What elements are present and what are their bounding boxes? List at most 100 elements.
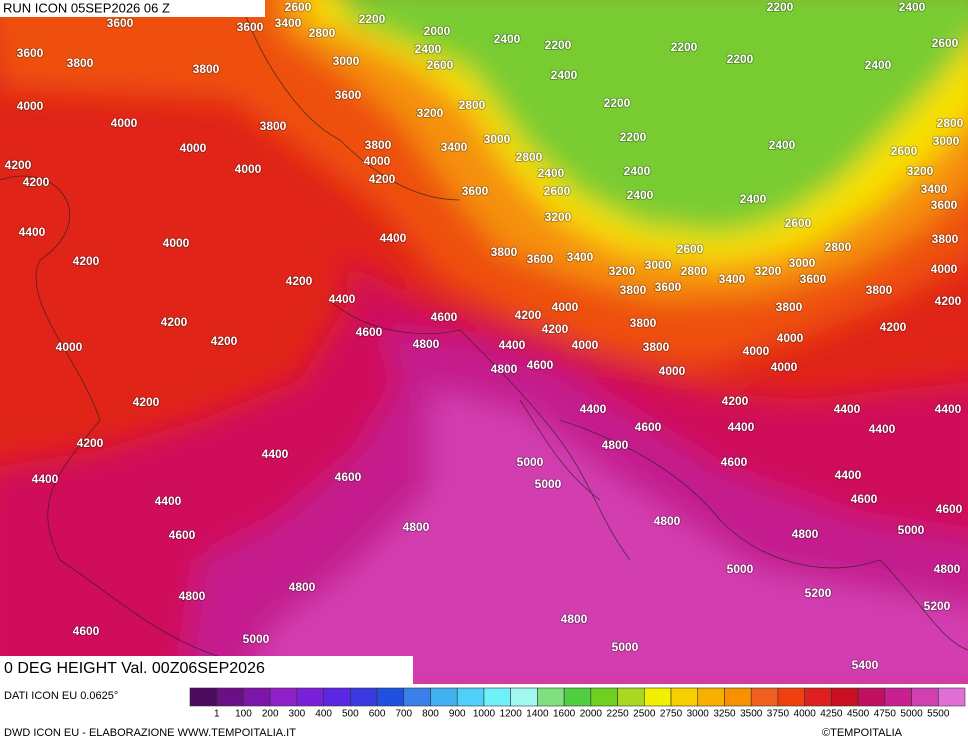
contour-label: 2400: [415, 42, 442, 56]
scale-label: 400: [315, 709, 332, 720]
scale-swatch: [456, 687, 485, 707]
contour-label: 2800: [937, 116, 964, 130]
scale-swatch: [590, 687, 618, 707]
contour-label: 4400: [835, 468, 862, 482]
scale-label: 2750: [660, 709, 683, 720]
contour-label: 4000: [56, 340, 83, 354]
scale-label: 3500: [740, 709, 763, 720]
scale-swatch: [750, 687, 779, 707]
contour-label: 4400: [19, 225, 46, 239]
contour-label: 3000: [789, 256, 816, 270]
contour-label: 4400: [32, 472, 59, 486]
contour-label: 3800: [193, 62, 220, 76]
contour-label: 5000: [727, 562, 754, 576]
contour-label: 2600: [932, 36, 959, 50]
contour-label: 3600: [800, 272, 827, 286]
contour-label: 4000: [771, 360, 798, 374]
contour-label: 4600: [169, 528, 196, 542]
contour-label: 4800: [289, 580, 316, 594]
scale-label: 1600: [553, 709, 576, 720]
contour-label: 4000: [552, 300, 579, 314]
scale-swatch: [296, 687, 324, 707]
contour-label: 4000: [235, 162, 262, 176]
contour-label: 4000: [364, 154, 391, 168]
scale-label: 2500: [633, 709, 656, 720]
contour-label: 4200: [722, 394, 749, 408]
contour-label: 2400: [551, 68, 578, 82]
map-field: [0, 0, 968, 684]
contour-label: 3800: [932, 232, 959, 246]
contour-label: 4400: [499, 338, 526, 352]
scale-label: 200: [262, 709, 279, 720]
scale-swatch: [350, 687, 378, 707]
contour-label: 5000: [517, 455, 544, 469]
contour-label: 4400: [329, 292, 356, 306]
contour-label: 3400: [921, 182, 948, 196]
contour-label: 2400: [624, 164, 651, 178]
contour-label: 5200: [805, 586, 832, 600]
scale-swatch: [430, 687, 458, 707]
contour-label: 3200: [417, 106, 444, 120]
contour-label: 4800: [179, 589, 206, 603]
contour-label: 4400: [580, 402, 607, 416]
contour-label: 4800: [792, 527, 819, 541]
contour-label: 2400: [627, 188, 654, 202]
copyright-text: ©TEMPOITALIA: [822, 727, 903, 739]
contour-label: 4800: [602, 438, 629, 452]
contour-label: 3000: [933, 134, 960, 148]
contour-label: 5000: [612, 640, 639, 654]
scale-label: 3000: [687, 709, 710, 720]
credit-text: DWD ICON EU - ELABORAZIONE WWW.TEMPOITAL…: [4, 727, 296, 739]
contour-label: 2800: [309, 26, 336, 40]
contour-label: 4400: [380, 231, 407, 245]
header-box: [0, 0, 265, 17]
contour-label: 3600: [335, 88, 362, 102]
contour-label: 2200: [767, 0, 794, 14]
contour-label: 2400: [865, 58, 892, 72]
contour-label: 4400: [262, 447, 289, 461]
contour-label: 2200: [620, 130, 647, 144]
scale-swatch: [644, 687, 672, 707]
contour-label: 2200: [671, 40, 698, 54]
contour-label: 5000: [898, 523, 925, 537]
contour-label: 4800: [491, 362, 518, 376]
contour-label: 4200: [935, 294, 962, 308]
scale-swatch: [777, 687, 805, 707]
contour-label: 3600: [527, 252, 554, 266]
contour-label: 3200: [609, 264, 636, 278]
scale-swatch: [937, 687, 966, 707]
contour-label: 3000: [484, 132, 511, 146]
scale-label: 3750: [767, 709, 790, 720]
scale-swatch: [804, 687, 832, 707]
contour-label: 4600: [431, 310, 458, 324]
contour-label: 4600: [73, 624, 100, 638]
contour-label: 4200: [133, 395, 160, 409]
scale-swatch: [243, 687, 271, 707]
scale-swatch: [269, 687, 298, 707]
contour-label: 2600: [891, 144, 918, 158]
scale-label: 5500: [927, 709, 950, 720]
contour-label: 3800: [776, 300, 803, 314]
contour-label: 2000: [424, 24, 451, 38]
contour-label: 4600: [635, 420, 662, 434]
contour-label: 3600: [107, 16, 134, 30]
contour-label: 4200: [369, 172, 396, 186]
scale-label: 4750: [874, 709, 897, 720]
contour-label: 3600: [931, 198, 958, 212]
scale-label: 700: [395, 709, 412, 720]
contour-label: 3800: [643, 340, 670, 354]
scale-swatch: [911, 687, 939, 707]
contour-label: 3600: [655, 280, 682, 294]
scale-label: 900: [449, 709, 466, 720]
contour-label: 4400: [728, 420, 755, 434]
scale-label: 300: [289, 709, 306, 720]
scale-swatch: [857, 687, 886, 707]
contour-label: 4800: [561, 612, 588, 626]
scale-label: 1200: [500, 709, 523, 720]
contour-label: 3400: [567, 250, 594, 264]
scale-label: 1400: [526, 709, 549, 720]
contour-label: 4000: [111, 116, 138, 130]
contour-label: 2600: [427, 58, 454, 72]
scale-swatch: [403, 687, 431, 707]
